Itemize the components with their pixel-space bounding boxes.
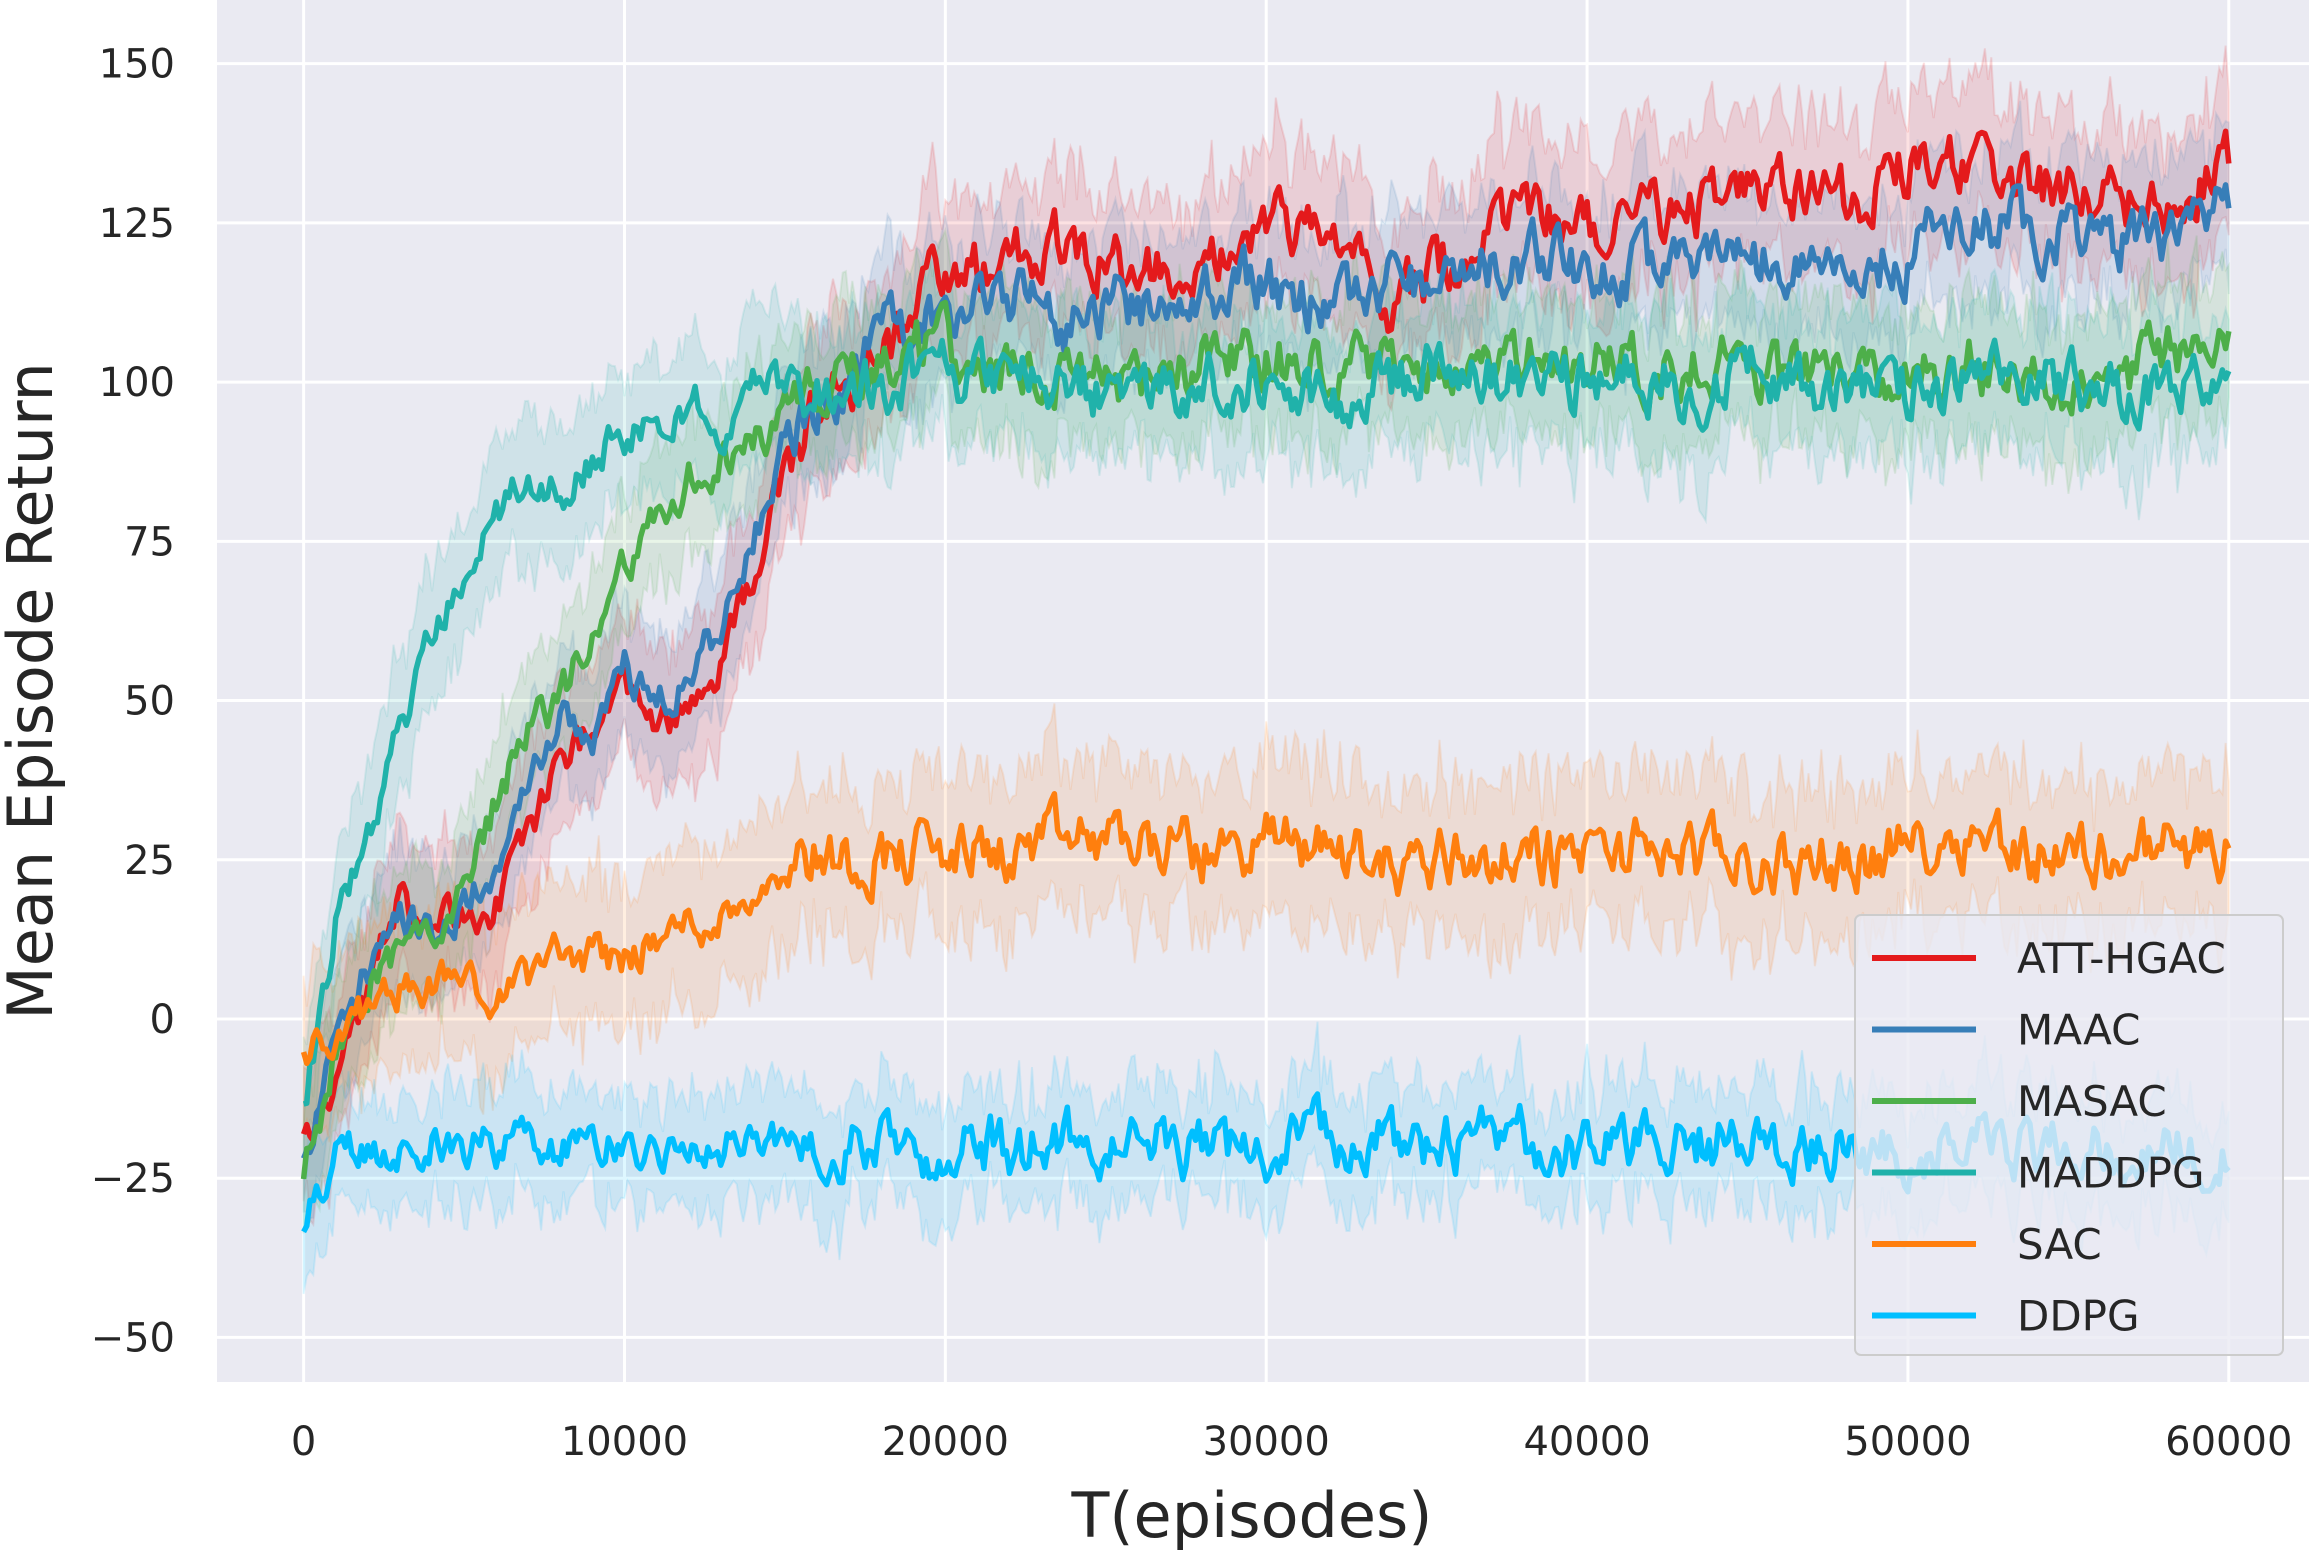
y-tick-label: 75 (124, 519, 175, 565)
legend-label: MADDPG (2017, 1149, 2205, 1198)
y-tick-label: 0 (150, 997, 175, 1043)
x-tick-label: 30000 (1203, 1419, 1330, 1465)
legend-label: SAC (2017, 1220, 2102, 1269)
x-tick-label: 60000 (2165, 1419, 2292, 1465)
y-tick-label: 125 (99, 201, 175, 247)
series-line-sac (300, 791, 2232, 1067)
y-tick-label: 50 (124, 679, 175, 725)
x-tick-label: 0 (291, 1419, 316, 1465)
x-tick-label: 40000 (1523, 1419, 1650, 1465)
y-tick-label: 100 (99, 360, 175, 406)
series-line-maac (301, 182, 2232, 1160)
x-tick-label: 50000 (1844, 1419, 1971, 1465)
legend: ATT-HGAC MAAC MASAC MADDPG SAC DDPG (1854, 914, 2284, 1356)
legend-label: MASAC (2017, 1077, 2167, 1126)
confidence-band-masac (302, 226, 2230, 1234)
y-tick-labels: −50 −25 0 25 50 75 100 125 150 (91, 42, 175, 1362)
y-tick-label: −50 (91, 1315, 175, 1361)
y-axis-title: Mean Episode Return (0, 362, 67, 1020)
legend-label: MAAC (2017, 1006, 2140, 1055)
x-tick-label: 20000 (882, 1419, 1009, 1465)
series-line-maddpg (302, 335, 2232, 1107)
legend-label: DDPG (2017, 1292, 2140, 1341)
series-line-masac (300, 299, 2232, 1180)
x-axis-title: T(episodes) (1070, 1479, 1432, 1551)
y-tick-label: 25 (124, 838, 175, 884)
x-tick-label: 10000 (561, 1419, 688, 1465)
y-tick-label: −25 (91, 1156, 175, 1202)
y-tick-label: 150 (99, 42, 175, 88)
legend-label: ATT-HGAC (2017, 934, 2226, 983)
x-tick-labels: 0 10000 20000 30000 40000 50000 60000 (291, 1419, 2293, 1465)
